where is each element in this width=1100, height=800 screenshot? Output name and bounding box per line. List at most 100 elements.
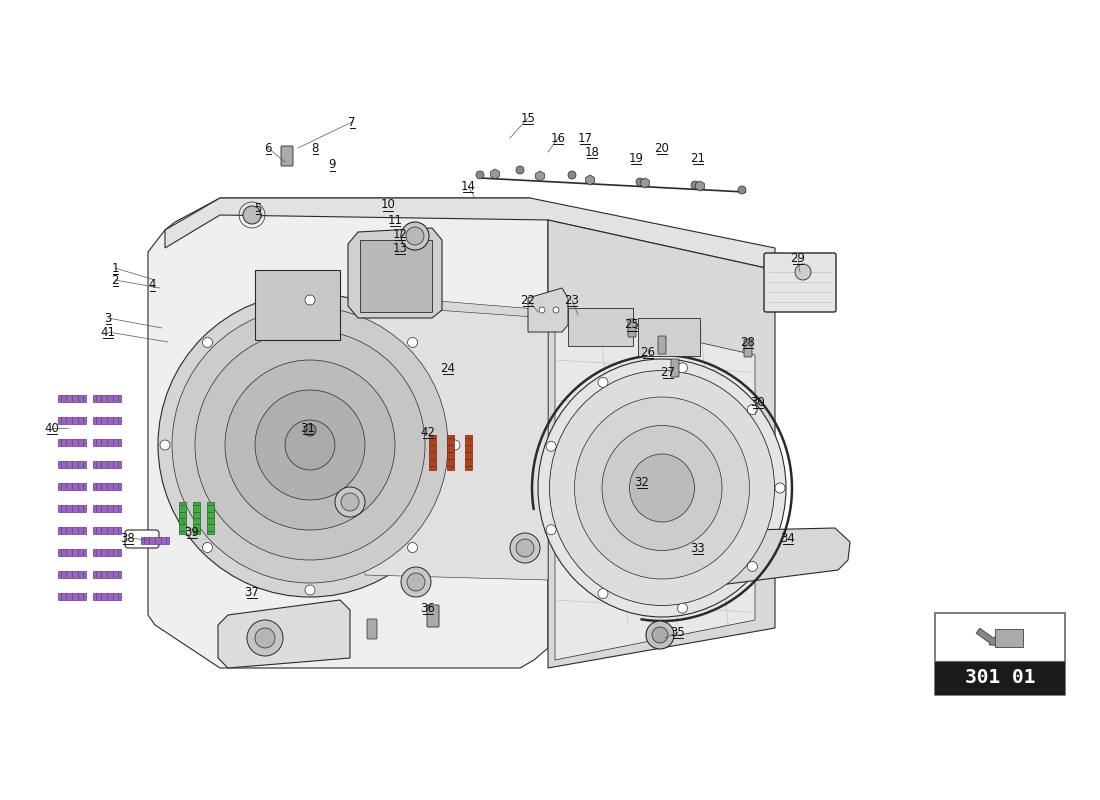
FancyBboxPatch shape	[935, 613, 1065, 695]
Text: 25: 25	[625, 318, 639, 331]
Polygon shape	[491, 169, 499, 179]
Text: 7: 7	[349, 115, 355, 129]
Text: 39: 39	[185, 526, 199, 538]
Text: 22: 22	[520, 294, 536, 306]
FancyBboxPatch shape	[427, 605, 439, 627]
Polygon shape	[58, 570, 86, 578]
Circle shape	[172, 307, 448, 583]
Circle shape	[202, 338, 212, 347]
Ellipse shape	[538, 359, 786, 617]
Circle shape	[158, 293, 462, 597]
Text: 3: 3	[104, 311, 112, 325]
Bar	[935, 661, 1065, 695]
Circle shape	[341, 493, 359, 511]
Text: 13: 13	[393, 242, 407, 254]
Text: 14: 14	[461, 179, 475, 193]
Circle shape	[539, 307, 544, 313]
Polygon shape	[585, 175, 594, 185]
Bar	[568, 308, 632, 346]
Polygon shape	[58, 526, 86, 534]
Polygon shape	[58, 549, 86, 555]
Polygon shape	[94, 526, 121, 534]
Text: 38: 38	[121, 531, 135, 545]
Polygon shape	[94, 482, 121, 490]
Text: 301 01: 301 01	[965, 668, 1035, 687]
Text: 9: 9	[328, 158, 336, 171]
Polygon shape	[640, 178, 649, 188]
Circle shape	[226, 360, 395, 530]
Polygon shape	[536, 171, 544, 181]
Text: a part of: a part of	[470, 461, 591, 519]
Polygon shape	[94, 438, 121, 446]
Text: eurospares: eurospares	[405, 354, 776, 506]
Circle shape	[598, 589, 608, 598]
Polygon shape	[94, 570, 121, 578]
Polygon shape	[141, 537, 169, 543]
FancyArrow shape	[977, 628, 999, 646]
Circle shape	[598, 378, 608, 387]
Text: 34: 34	[781, 531, 795, 545]
Text: 20: 20	[654, 142, 670, 154]
Text: 23: 23	[564, 294, 580, 306]
Bar	[996, 629, 1023, 646]
Text: 12: 12	[393, 227, 407, 241]
Text: 5: 5	[254, 202, 262, 214]
Circle shape	[510, 533, 540, 563]
Text: 26: 26	[640, 346, 656, 358]
Circle shape	[450, 440, 460, 450]
Polygon shape	[365, 295, 548, 320]
Circle shape	[248, 620, 283, 656]
Circle shape	[678, 603, 688, 613]
Polygon shape	[94, 505, 121, 511]
Text: 2: 2	[111, 274, 119, 286]
Text: 27: 27	[660, 366, 675, 378]
FancyBboxPatch shape	[125, 530, 160, 548]
Polygon shape	[464, 434, 472, 470]
Circle shape	[678, 363, 688, 373]
Ellipse shape	[574, 397, 749, 579]
Circle shape	[516, 539, 534, 557]
Polygon shape	[58, 438, 86, 446]
Circle shape	[160, 440, 170, 450]
Polygon shape	[148, 198, 548, 668]
Circle shape	[285, 420, 336, 470]
Circle shape	[652, 627, 668, 643]
Circle shape	[747, 562, 758, 571]
Circle shape	[407, 542, 418, 553]
Circle shape	[691, 181, 698, 189]
FancyBboxPatch shape	[744, 339, 752, 357]
Circle shape	[406, 227, 424, 245]
FancyBboxPatch shape	[628, 319, 636, 337]
Polygon shape	[58, 482, 86, 490]
Circle shape	[202, 542, 212, 553]
Text: 8: 8	[311, 142, 319, 154]
Polygon shape	[365, 305, 548, 580]
Polygon shape	[528, 288, 568, 332]
Text: 40: 40	[45, 422, 59, 434]
Text: 10: 10	[381, 198, 395, 211]
Text: 41: 41	[100, 326, 116, 338]
Polygon shape	[58, 461, 86, 467]
Text: 17: 17	[578, 131, 593, 145]
Polygon shape	[648, 528, 850, 590]
Ellipse shape	[629, 454, 694, 522]
FancyBboxPatch shape	[658, 336, 666, 354]
Circle shape	[195, 330, 425, 560]
Polygon shape	[94, 417, 121, 423]
Polygon shape	[548, 220, 775, 668]
Polygon shape	[556, 310, 755, 660]
Text: 1: 1	[111, 262, 119, 274]
Circle shape	[646, 621, 674, 649]
Polygon shape	[178, 502, 186, 534]
Polygon shape	[192, 502, 199, 534]
Circle shape	[546, 442, 557, 451]
Text: 33: 33	[691, 542, 705, 554]
Circle shape	[304, 424, 316, 436]
Circle shape	[738, 186, 746, 194]
Text: 36: 36	[420, 602, 436, 614]
Polygon shape	[58, 505, 86, 511]
Polygon shape	[94, 549, 121, 555]
Text: 11: 11	[387, 214, 403, 226]
Circle shape	[243, 206, 261, 224]
Circle shape	[516, 166, 524, 174]
